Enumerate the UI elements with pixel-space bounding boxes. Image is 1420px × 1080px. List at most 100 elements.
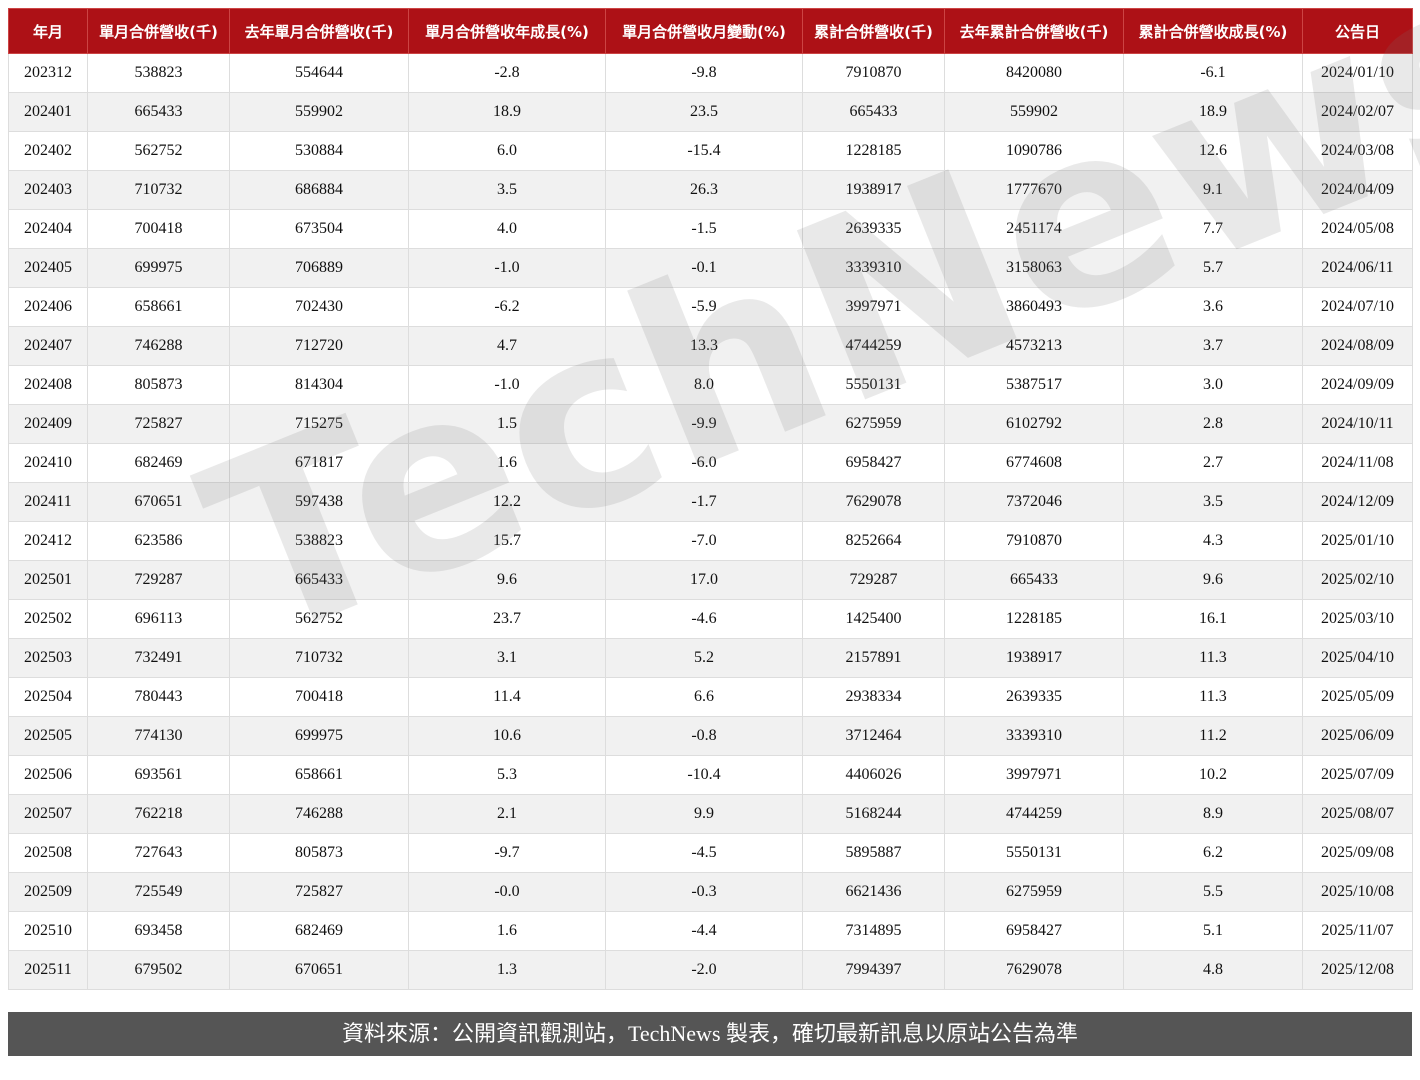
table-cell: 2025/08/07	[1302, 794, 1413, 834]
table-cell: -0.0	[408, 872, 606, 912]
table-cell: 2024/11/08	[1302, 443, 1413, 483]
table-cell: -2.0	[605, 950, 803, 990]
table-cell: 202510	[8, 911, 88, 951]
table-cell: 8.9	[1123, 794, 1303, 834]
table-cell: 2025/11/07	[1302, 911, 1413, 951]
table-cell: 2938334	[802, 677, 945, 717]
table-cell: 7314895	[802, 911, 945, 951]
table-cell: 11.4	[408, 677, 606, 717]
table-cell: 4406026	[802, 755, 945, 795]
table-cell: 530884	[229, 131, 409, 171]
table-cell: 774130	[87, 716, 230, 756]
table-cell: 699975	[87, 248, 230, 288]
table-cell: 2024/04/09	[1302, 170, 1413, 210]
table-cell: 5387517	[944, 365, 1124, 405]
table-cell: 3.1	[408, 638, 606, 678]
column-header: 單月合併營收年成長(%)	[408, 8, 606, 54]
table-cell: 1.6	[408, 911, 606, 951]
table-cell: 23.7	[408, 599, 606, 639]
table-cell: 696113	[87, 599, 230, 639]
table-cell: 665433	[229, 560, 409, 600]
table-cell: 4.7	[408, 326, 606, 366]
table-cell: 2024/07/10	[1302, 287, 1413, 327]
table-cell: 3158063	[944, 248, 1124, 288]
table-cell: 3860493	[944, 287, 1124, 327]
table-cell: 671817	[229, 443, 409, 483]
table-cell: 202409	[8, 404, 88, 444]
table-cell: 673504	[229, 209, 409, 249]
table-cell: 2025/06/09	[1302, 716, 1413, 756]
table-cell: 1938917	[944, 638, 1124, 678]
table-cell: 746288	[87, 326, 230, 366]
table-cell: 23.5	[605, 92, 803, 132]
table-cell: -6.1	[1123, 53, 1303, 93]
table-cell: 559902	[229, 92, 409, 132]
column-header: 去年單月合併營收(千)	[229, 8, 409, 54]
table-cell: 554644	[229, 53, 409, 93]
table-cell: 5895887	[802, 833, 945, 873]
table-cell: 2451174	[944, 209, 1124, 249]
table-cell: 2025/02/10	[1302, 560, 1413, 600]
table-cell: 2.8	[1123, 404, 1303, 444]
table-row: 202407 746288 712720 4.7 13.3 4744259 4573213 3…	[8, 326, 1413, 366]
table-cell: 5.1	[1123, 911, 1303, 951]
table-row: 202506 693561 658661 5.3 -10.4 4406026 3997971…	[8, 755, 1413, 795]
table-cell: 562752	[87, 131, 230, 171]
table-cell: 6958427	[944, 911, 1124, 951]
column-header: 年月	[8, 8, 88, 54]
revenue-table: 年月 單月合併營收(千) 去年單月合併營收(千) 單月合併營收年成長(%) 單月合併營收…	[8, 8, 1413, 990]
table-cell: 2024/09/09	[1302, 365, 1413, 405]
table-cell: 2639335	[802, 209, 945, 249]
table-cell: 8252664	[802, 521, 945, 561]
table-row: 202510 693458 682469 1.6 -4.4 7314895 6958427 5…	[8, 911, 1413, 951]
table-cell: 8.0	[605, 365, 803, 405]
table-cell: 686884	[229, 170, 409, 210]
table-cell: 5550131	[802, 365, 945, 405]
table-cell: 26.3	[605, 170, 803, 210]
table-cell: 202509	[8, 872, 88, 912]
table-cell: 725827	[87, 404, 230, 444]
table-cell: 805873	[229, 833, 409, 873]
table-row: 202404 700418 673504 4.0 -1.5 2639335 2451174 7…	[8, 209, 1413, 249]
table-cell: -9.8	[605, 53, 803, 93]
table-cell: 202405	[8, 248, 88, 288]
table-cell: 5.3	[408, 755, 606, 795]
table-cell: 699975	[229, 716, 409, 756]
table-row: 202312 538823 554644 -2.8 -9.8 7910870 8420080…	[8, 53, 1413, 93]
table-cell: 710732	[229, 638, 409, 678]
table-cell: 712720	[229, 326, 409, 366]
table-cell: 3997971	[944, 755, 1124, 795]
table-cell: 2.7	[1123, 443, 1303, 483]
table-row: 202405 699975 706889 -1.0 -0.1 3339310 3158063…	[8, 248, 1413, 288]
table-cell: 725827	[229, 872, 409, 912]
table-row: 202403 710732 686884 3.5 26.3 1938917 1777670 9…	[8, 170, 1413, 210]
table-cell: 6275959	[944, 872, 1124, 912]
table-cell: 559902	[944, 92, 1124, 132]
table-cell: 202406	[8, 287, 88, 327]
table-cell: 2025/03/10	[1302, 599, 1413, 639]
table-cell: -6.0	[605, 443, 803, 483]
table-cell: -1.0	[408, 248, 606, 288]
table-cell: 4.8	[1123, 950, 1303, 990]
table-cell: 538823	[229, 521, 409, 561]
table-cell: 8420080	[944, 53, 1124, 93]
table-cell: 702430	[229, 287, 409, 327]
table-cell: 7910870	[802, 53, 945, 93]
table-cell: 814304	[229, 365, 409, 405]
table-cell: 729287	[87, 560, 230, 600]
table-cell: 1.5	[408, 404, 606, 444]
table-cell: 2024/03/08	[1302, 131, 1413, 171]
table-cell: 2025/12/08	[1302, 950, 1413, 990]
table-cell: -5.9	[605, 287, 803, 327]
table-cell: 202502	[8, 599, 88, 639]
table-cell: 3.7	[1123, 326, 1303, 366]
table-cell: 4744259	[802, 326, 945, 366]
table-cell: 623586	[87, 521, 230, 561]
table-cell: 1.3	[408, 950, 606, 990]
table-cell: 202404	[8, 209, 88, 249]
table-row: 202507 762218 746288 2.1 9.9 5168244 4744259 8.…	[8, 794, 1413, 834]
table-cell: 2024/05/08	[1302, 209, 1413, 249]
table-row: 202511 679502 670651 1.3 -2.0 7994397 7629078 4…	[8, 950, 1413, 990]
table-cell: 715275	[229, 404, 409, 444]
